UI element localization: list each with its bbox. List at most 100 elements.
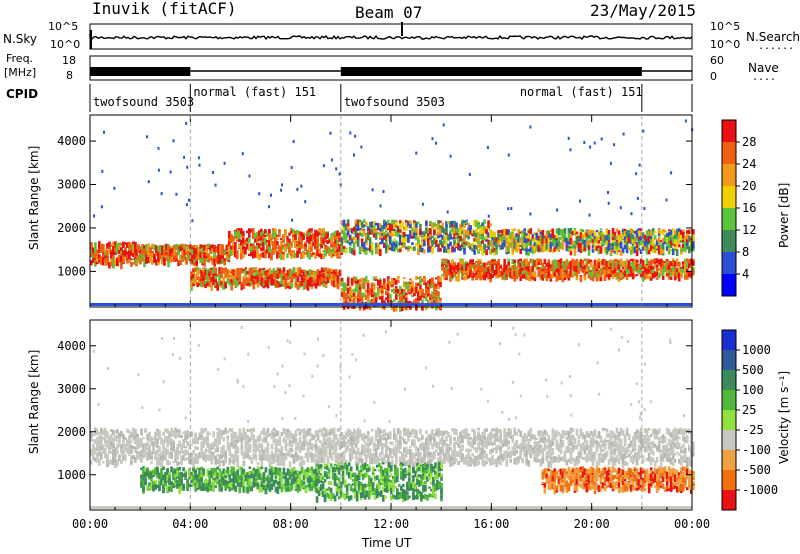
- data-cell: [296, 250, 299, 258]
- data-cell: [248, 244, 251, 251]
- data-cell: [521, 270, 524, 277]
- y-tick-label: 4000: [57, 134, 86, 148]
- data-cell: [159, 255, 162, 260]
- data-cell: [221, 244, 224, 248]
- data-cell: [284, 246, 287, 253]
- data-cell: [637, 247, 641, 251]
- data-cell: [199, 244, 202, 249]
- data-cell: [399, 296, 402, 302]
- data-cell: [316, 269, 320, 275]
- data-cell: [589, 271, 593, 278]
- data-cell: [242, 253, 245, 258]
- data-cell: [153, 253, 156, 260]
- data-cell: [669, 237, 673, 241]
- data-cell: [597, 258, 601, 264]
- data-cell: [451, 237, 454, 240]
- data-cell: [457, 266, 460, 272]
- data-cell: [298, 281, 302, 287]
- y-tick-label: 2000: [57, 221, 86, 235]
- data-cell: [667, 235, 671, 242]
- data-cell: [629, 249, 633, 255]
- data-cell: [613, 241, 617, 249]
- data-cell: [497, 230, 500, 236]
- data-cell: [272, 233, 275, 238]
- data-cell: [240, 228, 243, 235]
- data-cell: [137, 245, 140, 251]
- data-cell: [381, 290, 384, 293]
- data-cell: [193, 247, 196, 252]
- data-cell: [198, 280, 201, 283]
- data-cell: [203, 246, 206, 251]
- data-cell: [215, 247, 218, 253]
- data-cell: [569, 265, 573, 272]
- data-cell: [385, 234, 388, 239]
- data-cell: [147, 259, 150, 264]
- data-cell: [387, 293, 390, 299]
- data-cell: [539, 237, 543, 243]
- data-cell: [145, 253, 148, 261]
- data-cell: [354, 230, 358, 236]
- data-cell: [236, 274, 240, 279]
- data-cell: [395, 229, 398, 237]
- data-cell: [513, 238, 516, 243]
- data-cell: [533, 271, 537, 277]
- data-cell: [108, 249, 111, 254]
- data-cell: [657, 249, 661, 255]
- data-cell: [517, 234, 520, 239]
- data-cell: [557, 259, 561, 263]
- data-cell: [423, 242, 426, 247]
- data-cell: [397, 300, 400, 303]
- data-cell: [579, 249, 583, 254]
- data-cell: [619, 241, 623, 249]
- data-cell: [346, 240, 350, 244]
- data-cell: [280, 249, 283, 254]
- data-cell: [276, 280, 280, 284]
- data-cell: [489, 264, 492, 267]
- data-cell: [675, 232, 679, 237]
- data-cell: [419, 284, 422, 291]
- data-cell: [403, 289, 406, 293]
- data-cell: [246, 230, 249, 234]
- data-cell: [565, 237, 569, 243]
- scatter-cell: [241, 152, 244, 156]
- data-cell: [692, 267, 695, 270]
- data-cell: [521, 238, 524, 243]
- data-cell: [358, 247, 362, 254]
- data-cell: [497, 240, 500, 247]
- data-cell: [615, 271, 619, 276]
- data-cell: [270, 270, 274, 275]
- data-cell: [110, 261, 113, 267]
- data-cell: [344, 236, 348, 244]
- data-cell: [555, 261, 559, 268]
- data-cell: [308, 245, 311, 253]
- data-cell: [625, 230, 629, 238]
- data-cell: [161, 260, 164, 265]
- data-cell: [352, 288, 356, 293]
- colorbar-tick-label: 4: [742, 267, 749, 281]
- data-cell: [485, 235, 488, 241]
- data-cell: [511, 274, 514, 280]
- data-cell: [234, 283, 238, 288]
- noise-trace: [89, 33, 693, 41]
- data-cell: [533, 246, 537, 251]
- data-cell: [407, 235, 410, 243]
- data-cell: [185, 245, 188, 253]
- data-cell: [587, 258, 591, 262]
- data-cell: [266, 248, 269, 254]
- data-cell: [260, 253, 263, 258]
- data-cell: [503, 228, 506, 235]
- data-cell: [266, 275, 270, 279]
- data-cell: [280, 237, 283, 241]
- data-cell: [511, 249, 514, 253]
- data-cell: [639, 269, 643, 275]
- data-cell: [521, 230, 524, 237]
- data-cell: [605, 270, 609, 275]
- data-cell: [199, 257, 202, 264]
- data-cell: [427, 240, 430, 247]
- data-cell: [314, 279, 318, 283]
- data-cell: [264, 275, 268, 278]
- data-cell: [298, 247, 301, 254]
- data-cell: [187, 254, 190, 260]
- data-cell: [228, 270, 232, 275]
